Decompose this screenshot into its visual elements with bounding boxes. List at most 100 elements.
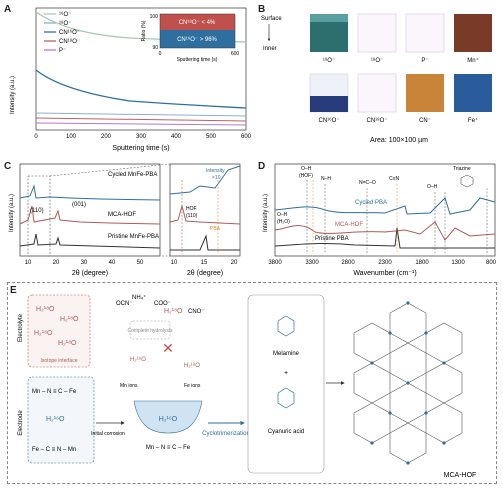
zoom-intensity: Intensity	[206, 168, 225, 174]
monomer-box	[247, 294, 325, 474]
ann-triazine: Triazine	[453, 166, 471, 172]
ion-ocn: OCN⁻	[116, 301, 133, 307]
xtick: 20	[53, 260, 60, 266]
triazine-icon	[460, 174, 474, 188]
panel-d-label: D	[258, 161, 266, 172]
cyanuric-ring	[277, 387, 295, 409]
panel-d-xticks: 3800 3300 2800 2300 1800 1300 800	[268, 260, 496, 266]
cube-cn	[406, 74, 444, 112]
panel-c-ylabel: Intensity (a.u.)	[9, 194, 15, 232]
panel-a-frame	[35, 7, 247, 131]
cube-p	[405, 13, 445, 53]
water-2: H₂¹⁸O	[60, 316, 79, 323]
water-4: H₂¹⁸O	[58, 340, 77, 347]
panel-e-label: E	[10, 285, 17, 296]
cube-label-cn: CN⁻	[419, 118, 431, 124]
cube-label-p: P⁻	[421, 58, 428, 64]
electrode-row-2: Fe – C ≡ N – Mn	[32, 447, 76, 453]
zoom-hof: HOF	[186, 206, 197, 212]
inset-xlabel: Sputtering time (s)	[177, 57, 218, 63]
legend-o16: ¹⁶O⁻	[59, 11, 71, 18]
zoom-xlabel: 2θ (degree)	[187, 270, 223, 277]
cross-icon: ✕	[162, 340, 174, 356]
legend-p: P⁻	[59, 48, 66, 54]
ann-nco: N=C–O	[359, 180, 376, 186]
peak-001: (001)	[72, 202, 86, 208]
label-mca-hof: MCA-HOF	[335, 222, 363, 228]
cube-label-fe: Fe⁺	[468, 117, 478, 124]
panel-d-annotations: O–H (HOF) N–H N=C–O C≡N O–H Triazine O–H…	[277, 166, 474, 225]
ann-oh2: O–H	[427, 184, 438, 190]
ann-oh-water: O–H	[277, 212, 288, 218]
cavity-bottom: Mn – N ≡ C – Fe	[146, 445, 191, 451]
panel-a-chart: Intensity (a.u.) ¹⁶O⁻ ¹⁸O⁻ CN¹⁶O⁻ CN¹⁸O⁻…	[10, 7, 252, 152]
ann-oh: O–H	[301, 166, 312, 172]
xtick: 10	[25, 260, 32, 266]
panel-d-ylabel: Intensity (a.u.)	[263, 194, 269, 232]
zoom-xtick: 15	[201, 260, 208, 266]
water-1: H₂¹⁸O	[36, 306, 55, 313]
inset-bottom-label: CN¹⁶O⁻ > 96%	[177, 36, 217, 43]
legend-o18: ¹⁸O⁻	[59, 20, 71, 27]
panel-e-figure: Electrolyte Electrode H₂¹⁸O H₂¹⁸O H₂¹⁸O …	[18, 294, 476, 479]
series-p-line	[35, 122, 247, 126]
cavity-water: H₂¹⁶O	[159, 416, 178, 423]
zoom-xtick: 10	[171, 260, 178, 266]
xtick: 40	[109, 260, 116, 266]
ion-nh4: NH₄⁺	[132, 294, 146, 301]
electrode-label: Electrode	[18, 410, 24, 436]
series-cn16-line	[35, 69, 247, 109]
panel-c-zoom	[169, 163, 241, 257]
ann-nh: N–H	[321, 176, 331, 182]
electrode-row-1: Mn – N ≡ C – Fe	[32, 389, 77, 395]
xtick: 30	[81, 260, 88, 266]
series-cn18-line	[35, 117, 247, 122]
hof-nodes	[370, 301, 446, 465]
panel-a-ylabel: Intensity (a.u.)	[10, 76, 16, 114]
ann-hof: (HOF)	[299, 173, 313, 179]
xtick: 1800	[415, 260, 429, 266]
label-pristine: Pristine MnFe-PBA	[108, 234, 159, 240]
panel-a-label: A	[4, 4, 12, 15]
panel-a-xticks: 0 100 200 300 400 500 600	[34, 134, 251, 140]
inner-label: Inner	[263, 46, 277, 52]
series-cycled	[19, 184, 161, 201]
panel-d-chart: Intensity (a.u.) Cycled PBA MCA-HOF Pris…	[263, 163, 497, 277]
zoom-xtick: 20	[231, 260, 238, 266]
cube-o18	[357, 13, 397, 53]
complete-hydrolysis: Complete hydrolysis	[127, 328, 173, 334]
cube-label-o16: ¹⁶O⁻	[323, 57, 335, 64]
plus-sign: +	[284, 370, 288, 377]
melamine-ring	[277, 315, 295, 337]
cube-mn	[454, 14, 492, 52]
water-3: H₂¹⁸O	[34, 330, 53, 337]
inset-xtick-0: 0	[159, 51, 162, 57]
series-mca-hof	[274, 221, 496, 241]
xtick: 500	[206, 134, 217, 140]
melamine-label: Melamine	[273, 351, 300, 357]
surface-label: Surface	[261, 16, 282, 22]
xtick: 2300	[378, 260, 392, 266]
cube-label-cn18: CN¹⁸O⁻	[366, 117, 387, 124]
peak-110: (110)	[30, 208, 44, 214]
legend-a: ¹⁶O⁻ ¹⁸O⁻ CN¹⁶O⁻ CN¹⁸O⁻ P⁻	[44, 11, 80, 54]
xtick: 100	[66, 134, 77, 140]
panel-c-chart: Intensity (a.u.) Cycled MnFe-PBA MCA-HOF…	[9, 163, 241, 277]
small-water-1: H₂¹⁸O	[130, 356, 146, 363]
ann-cn: C≡N	[389, 176, 400, 182]
hydrolysis-box	[129, 320, 171, 340]
inset-ytick-90: 90	[152, 45, 158, 51]
panel-e-box: Electrolyte Electrode H₂¹⁸O H₂¹⁸O H₂¹⁸O …	[7, 282, 497, 484]
series-pristine	[19, 233, 161, 249]
panel-c-xlabel: 2θ (degree)	[72, 270, 108, 277]
ion-coo: COO⁻	[154, 301, 171, 307]
panel-d-dashes	[306, 180, 488, 254]
xtick: 2800	[341, 260, 355, 266]
mn-ions: Mn ions	[120, 383, 138, 389]
series-mca	[19, 205, 161, 225]
isotope-interface: Isotope interface	[41, 358, 78, 364]
zoom-pba: PBA	[210, 226, 221, 232]
xtick: 1300	[451, 260, 465, 266]
xtick: 0	[34, 134, 38, 140]
small-water-2: H₂¹⁸O	[184, 362, 200, 369]
